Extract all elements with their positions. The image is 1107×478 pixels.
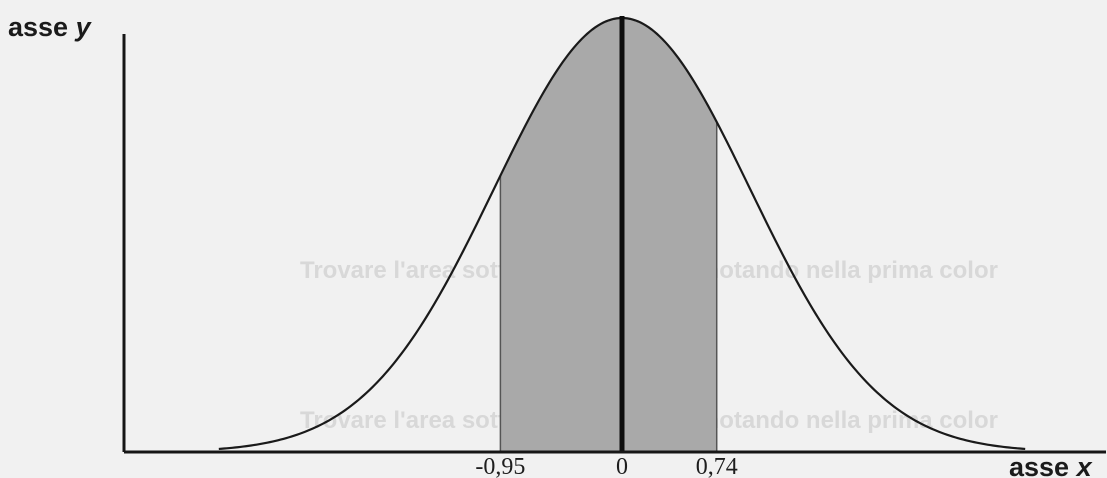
plot-area (218, 16, 1026, 452)
x-tick-labels: -0,95 0 0,74 (475, 454, 737, 478)
x-tick-label: 0,74 (696, 454, 738, 478)
x-axis-title-var: x (1075, 452, 1093, 478)
shaded-area (500, 18, 717, 452)
x-tick-label: -0,95 (475, 454, 525, 478)
x-tick-label: 0 (616, 454, 628, 478)
y-axis-title-prefix: asse (8, 12, 68, 42)
y-axis-title-var: y (74, 12, 93, 42)
y-axis-title: asse y (8, 12, 93, 42)
x-axis-title: asse x (1009, 452, 1093, 478)
x-axis-title-prefix: asse (1009, 452, 1069, 478)
